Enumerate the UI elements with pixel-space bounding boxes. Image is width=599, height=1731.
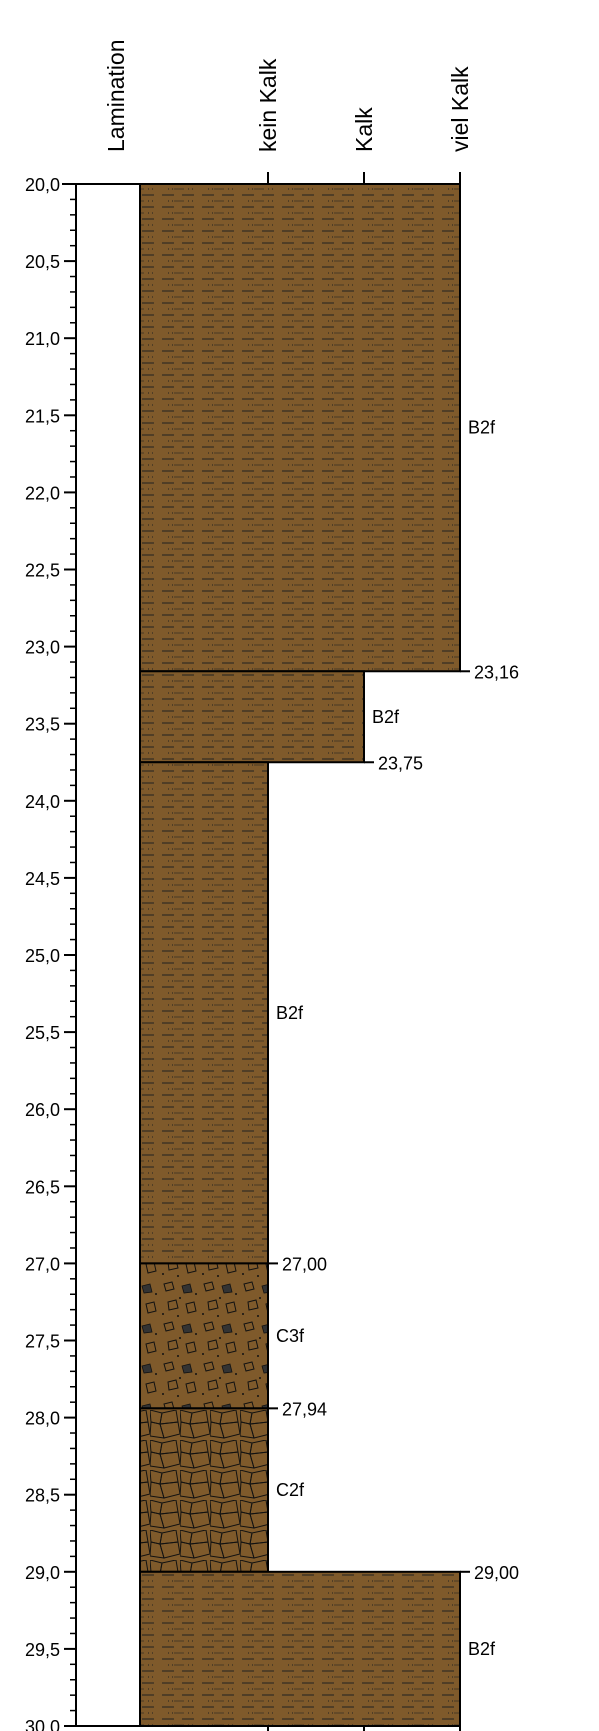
horizon-label: B2f — [468, 418, 496, 438]
y-tick-label: 23,5 — [25, 715, 60, 735]
boundary-label: 27,94 — [282, 1399, 327, 1419]
y-tick-label: 28,0 — [25, 1409, 60, 1429]
boundary-label: 23,75 — [378, 753, 423, 773]
horizon-label: B2f — [372, 707, 400, 727]
y-tick-label: 25,5 — [25, 1023, 60, 1043]
y-tick-label: 26,0 — [25, 1100, 60, 1120]
y-tick-label: 22,5 — [25, 561, 60, 581]
horizon-label: B2f — [276, 1003, 304, 1023]
y-tick-label: 21,0 — [25, 329, 60, 349]
boundary-label: 29,00 — [474, 1563, 519, 1583]
lamination-column — [75, 183, 141, 1727]
horizon-label: C3f — [276, 1326, 305, 1346]
y-tick-label: 29,0 — [25, 1563, 60, 1583]
horizon-label: C2f — [276, 1480, 305, 1500]
y-tick-label: 27,5 — [25, 1332, 60, 1352]
layer-pattern — [139, 1262, 269, 1410]
y-tick-label: 20,0 — [25, 175, 60, 195]
column-header: kein Kalk — [255, 58, 281, 152]
y-tick-label: 24,5 — [25, 869, 60, 889]
horizon-label: B2f — [468, 1639, 496, 1659]
boundary-label: 23,16 — [474, 662, 519, 682]
y-tick-label: 22,0 — [25, 483, 60, 503]
y-tick-label: 29,5 — [25, 1640, 60, 1660]
y-tick-label: 23,0 — [25, 638, 60, 658]
column-header: viel Kalk — [447, 66, 473, 152]
column-header: Lamination — [103, 39, 129, 152]
y-tick-label: 26,5 — [25, 1177, 60, 1197]
layer-pattern — [139, 1407, 269, 1573]
layer-pattern — [139, 761, 269, 1265]
layer-pattern — [139, 670, 365, 764]
boundary-label: 27,00 — [282, 1254, 327, 1274]
column-header: Kalk — [351, 107, 377, 152]
y-tick-label: 30,0 — [25, 1717, 60, 1731]
y-tick-label: 24,0 — [25, 792, 60, 812]
y-tick-label: 20,5 — [25, 252, 60, 272]
y-tick-label: 28,5 — [25, 1486, 60, 1506]
layer-pattern — [139, 1570, 461, 1728]
y-tick-label: 25,0 — [25, 946, 60, 966]
layer-pattern — [139, 183, 461, 673]
y-tick-label: 27,0 — [25, 1254, 60, 1274]
y-tick-label: 21,5 — [25, 406, 60, 426]
